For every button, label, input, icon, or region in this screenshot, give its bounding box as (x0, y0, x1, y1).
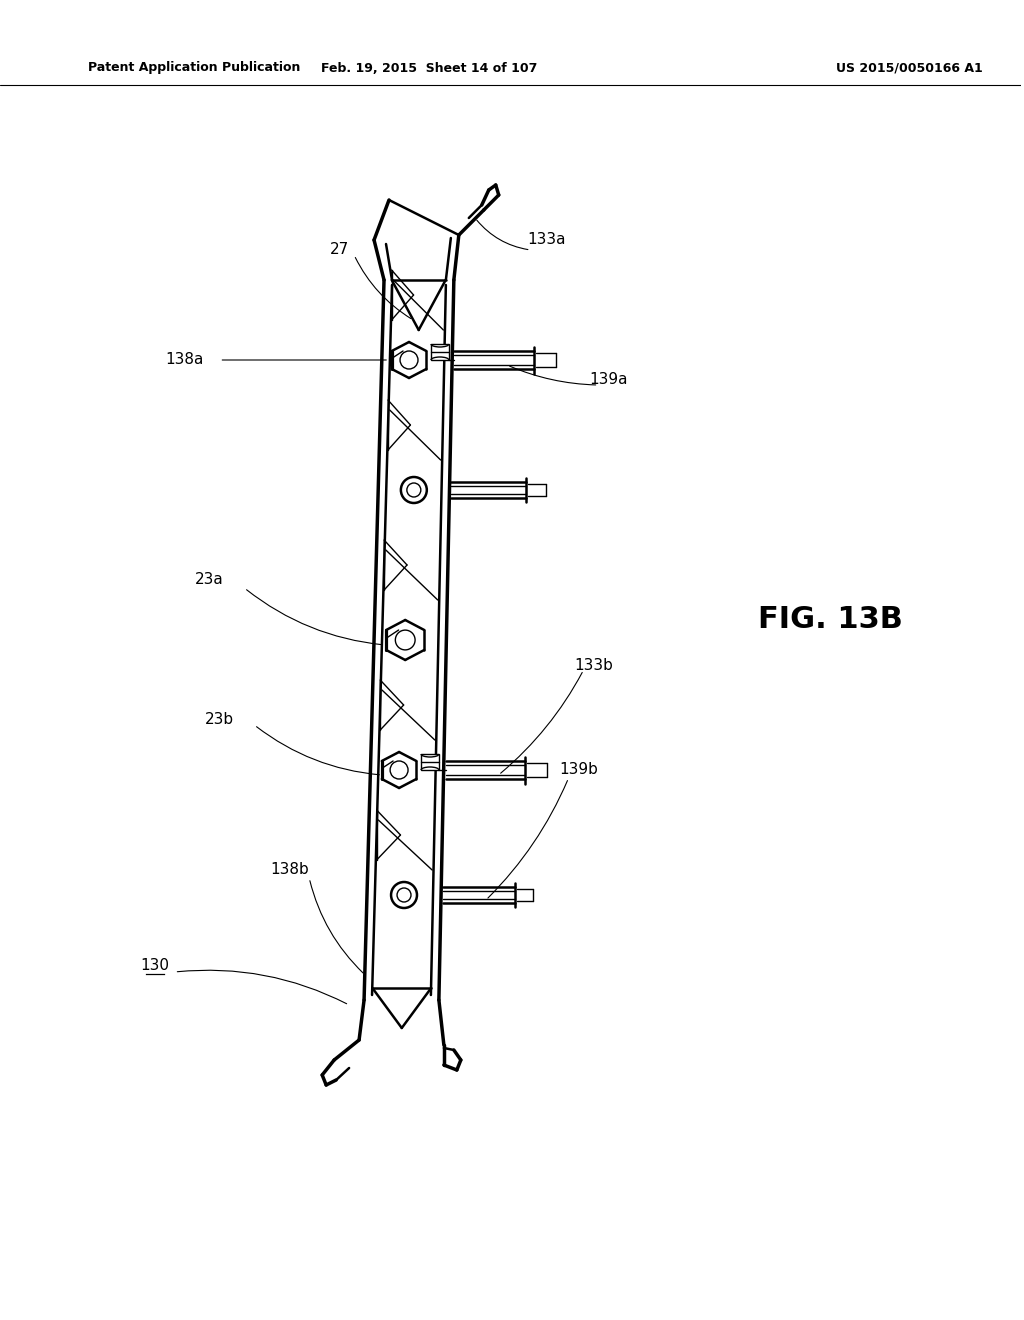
Text: 23a: 23a (196, 573, 224, 587)
Circle shape (407, 483, 421, 498)
Circle shape (400, 477, 427, 503)
Circle shape (400, 351, 418, 370)
Polygon shape (431, 345, 449, 360)
Text: FIG. 13B: FIG. 13B (758, 606, 903, 635)
Text: 139b: 139b (559, 763, 598, 777)
Text: 138a: 138a (165, 352, 204, 367)
Text: 133a: 133a (527, 232, 566, 248)
Circle shape (390, 762, 408, 779)
Text: 27: 27 (330, 243, 349, 257)
Text: 130: 130 (140, 957, 169, 973)
Text: 139a: 139a (589, 372, 628, 388)
Circle shape (395, 630, 415, 649)
Text: US 2015/0050166 A1: US 2015/0050166 A1 (836, 62, 983, 74)
Text: Feb. 19, 2015  Sheet 14 of 107: Feb. 19, 2015 Sheet 14 of 107 (321, 62, 538, 74)
Circle shape (397, 888, 411, 902)
Text: 138b: 138b (270, 862, 308, 878)
Text: 133b: 133b (574, 657, 613, 672)
Polygon shape (421, 754, 439, 770)
Circle shape (391, 882, 417, 908)
Text: Patent Application Publication: Patent Application Publication (88, 62, 300, 74)
Text: 23b: 23b (205, 713, 234, 727)
